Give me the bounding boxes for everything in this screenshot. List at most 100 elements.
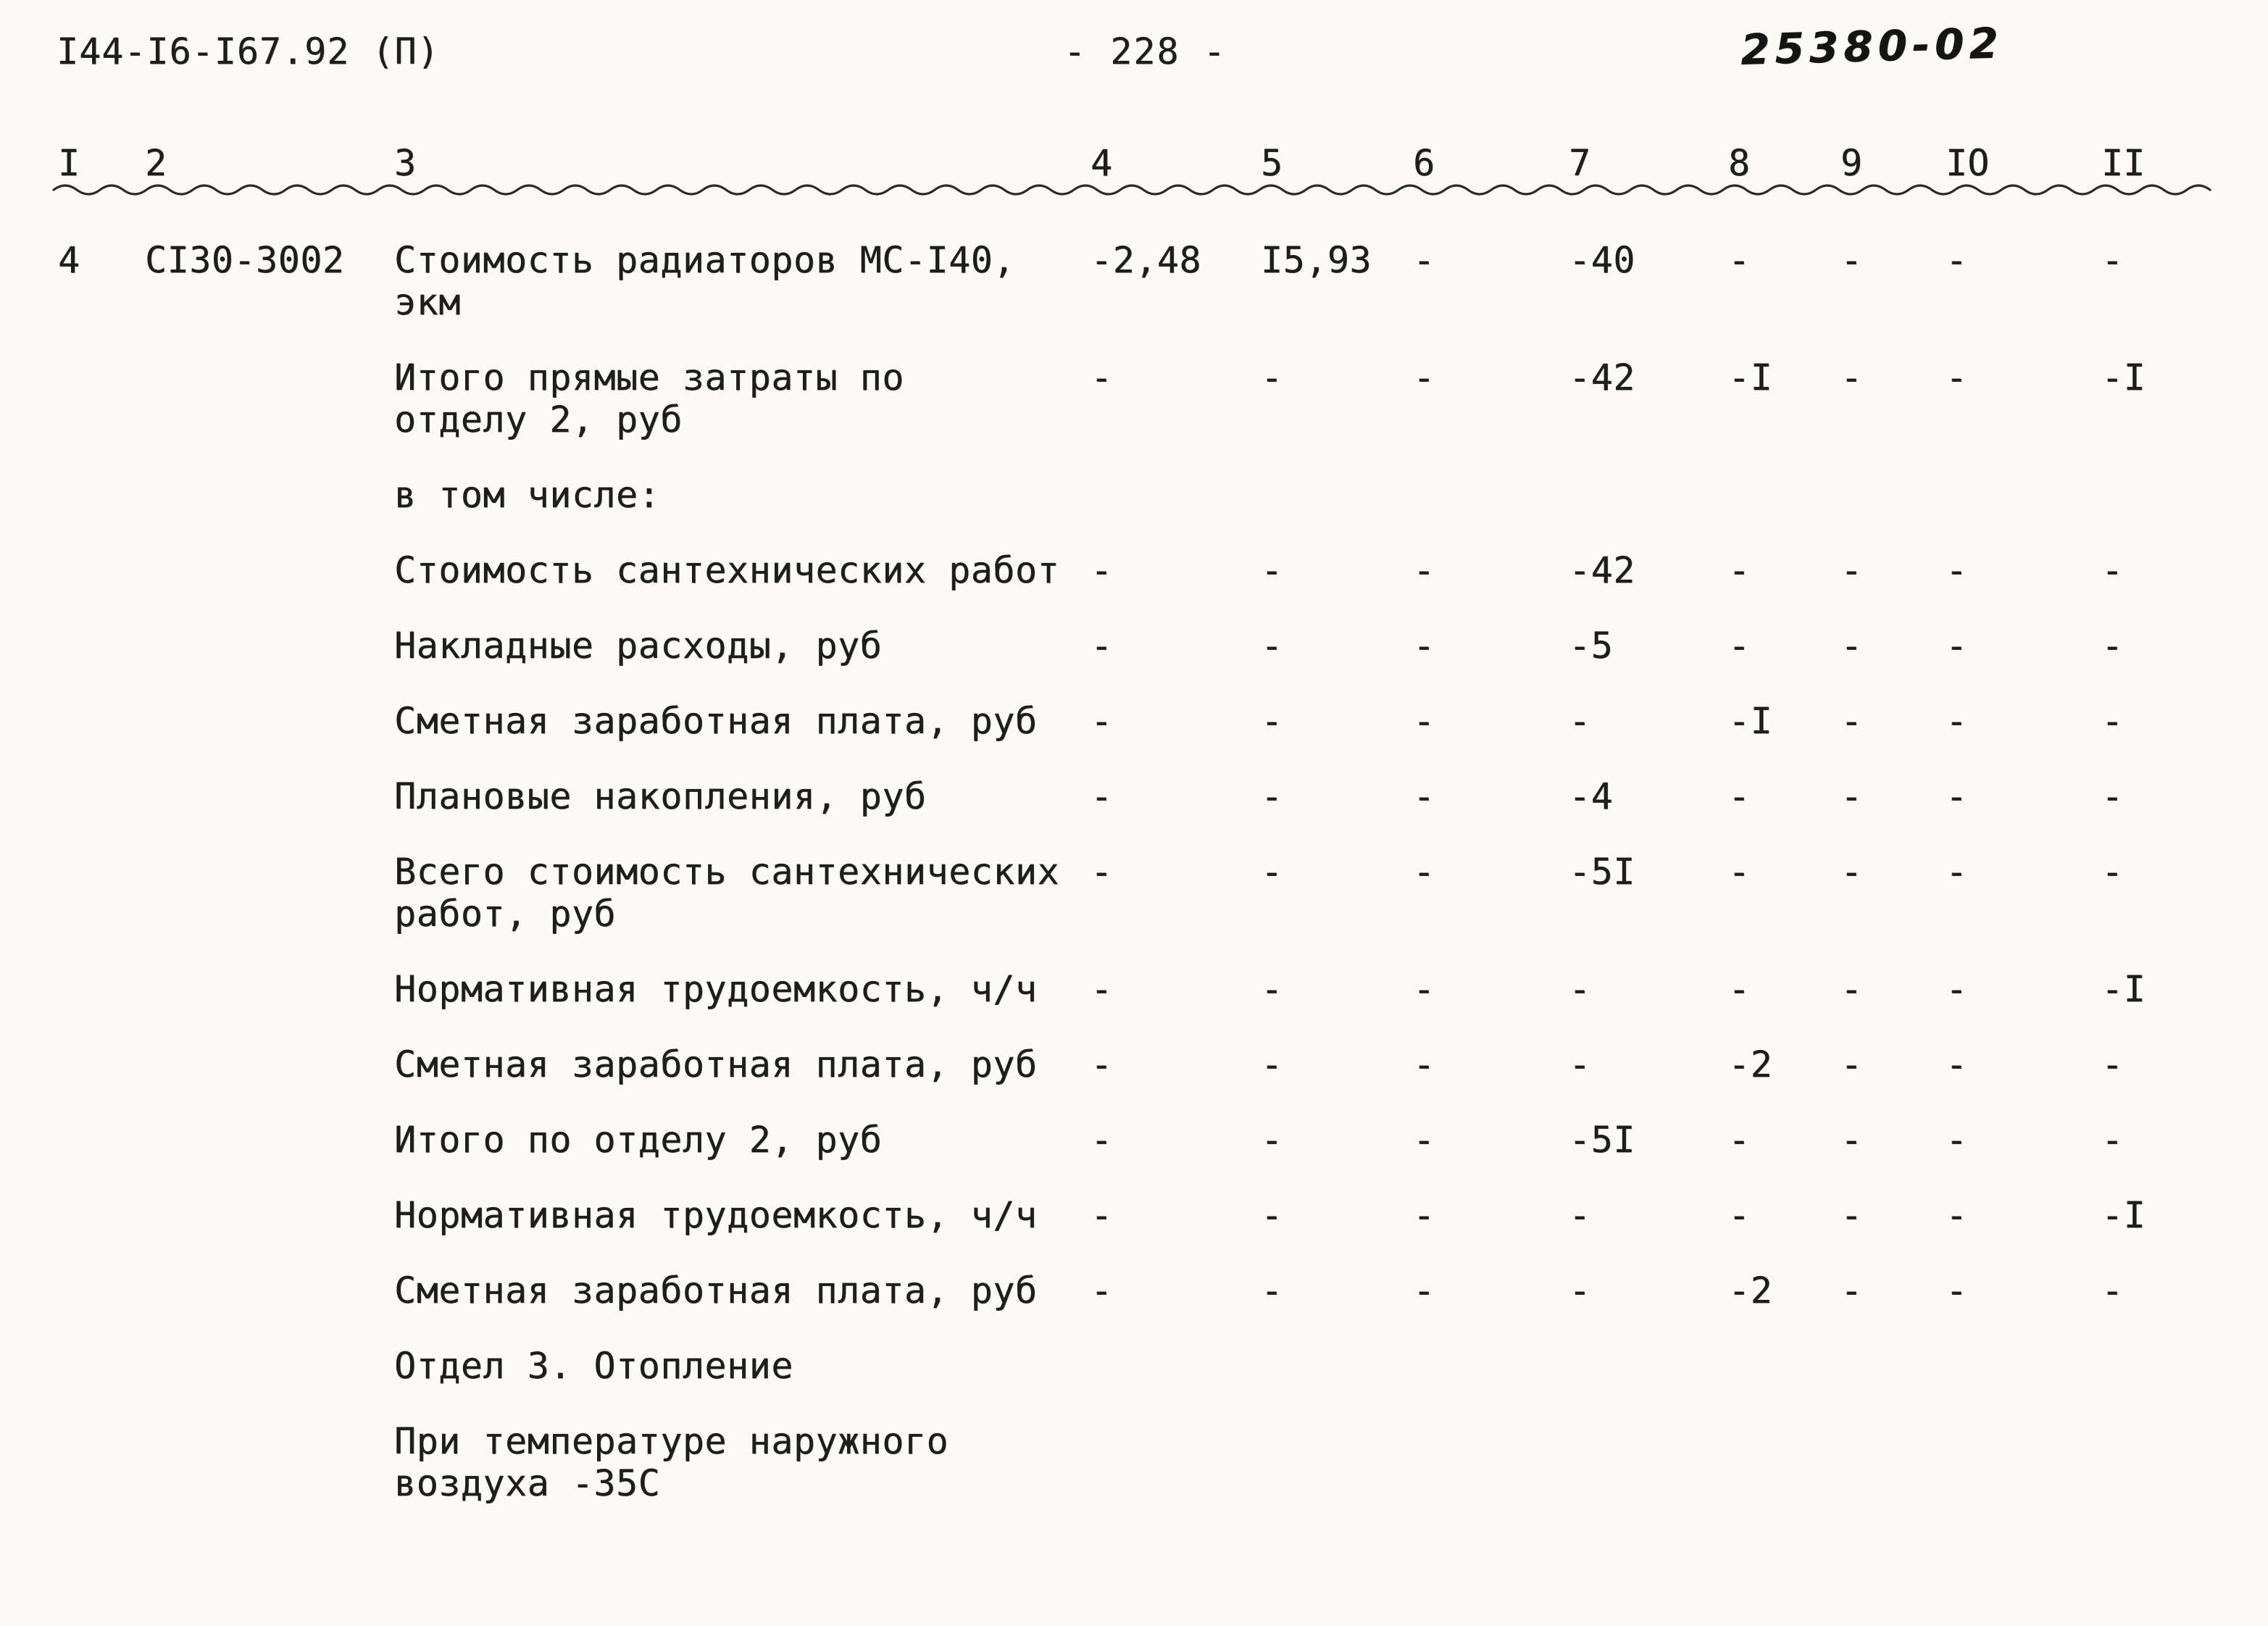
table-cell: -: [2101, 775, 2124, 817]
table-cell: -: [1413, 968, 1435, 1010]
table-cell: [2101, 1420, 2254, 1538]
table-cell: -: [1261, 968, 1283, 1010]
column-header-4: 4: [1091, 142, 1113, 184]
table-cell: -: [1261, 625, 1283, 667]
table-cell: [145, 1119, 394, 1194]
handwritten-stamp: 25380-02: [1740, 18, 2004, 75]
table-cell: [1946, 1345, 2101, 1420]
table-cell: -: [1946, 775, 1968, 817]
table-cell: СI30-3002: [145, 239, 345, 281]
table-cell: Сметная заработная плата, руб: [394, 1269, 1038, 1312]
table-cell: Отдел 3. Отопление: [394, 1345, 793, 1387]
table-cell: -: [1569, 1194, 1591, 1236]
table-row: Стоимость сантехнических работ - - - -42- - - -: [58, 549, 2254, 625]
table-cell: [145, 474, 394, 549]
table-cell: [1840, 1420, 1946, 1538]
table-cell: -: [2101, 1269, 2124, 1312]
table-cell: -2: [1728, 1043, 1773, 1085]
table-cell: -: [1091, 1043, 1113, 1085]
table-row: Накладные расходы, руб - - - -5 - - - -: [58, 625, 2254, 700]
column-header-2: 2: [145, 142, 167, 184]
table-cell: [1569, 474, 1728, 549]
table-row: Отдел 3. Отопление: [58, 1345, 2254, 1420]
table-cell: -: [1569, 700, 1591, 742]
table-cell: [145, 775, 394, 851]
table-cell: [1728, 1420, 1840, 1538]
table-cell: -I: [2101, 1194, 2146, 1236]
table-cell: [1413, 1420, 1569, 1538]
table-cell: -: [1413, 700, 1435, 742]
table-cell: [145, 851, 394, 968]
table-cell: -: [1569, 1269, 1591, 1312]
table-cell: [145, 625, 394, 700]
table-cell: -: [1946, 1269, 1968, 1312]
table-row: Плановые накопления, руб - - - -4 - - - -: [58, 775, 2254, 851]
table-row: Сметная заработная плата, руб - - - - -2 - - -: [58, 1043, 2254, 1119]
table-cell: -: [2101, 1043, 2124, 1085]
table-cell: -: [1091, 549, 1113, 591]
column-header-7: 7: [1569, 142, 1591, 184]
table-cell: [145, 1345, 394, 1420]
table-cell: -: [1413, 1269, 1435, 1312]
table-cell: [58, 775, 145, 851]
table-cell: [145, 1194, 394, 1269]
table-row: Сметная заработная плата, руб - - - - -2 - - -: [58, 1269, 2254, 1345]
table-cell: -: [1261, 851, 1283, 893]
table-cell: -2: [1728, 1269, 1773, 1312]
table-cell: -: [1091, 775, 1113, 817]
table-cell: -: [1261, 700, 1283, 742]
table-cell: 4: [58, 239, 80, 281]
table-cell: Нормативная трудоемкость, ч/ч: [394, 1194, 1038, 1236]
table-cell: -: [2101, 1119, 2124, 1161]
table-cell: [1261, 474, 1413, 549]
table-cell: -: [1840, 1119, 1863, 1161]
table-cell: -: [1569, 968, 1591, 1010]
table-cell: -: [1728, 775, 1751, 817]
table-cell: [2101, 1345, 2254, 1420]
table-cell: [58, 357, 145, 474]
column-header-6: 6: [1413, 142, 1435, 184]
table-cell: -: [1569, 1043, 1591, 1085]
table-cell: -: [1261, 1269, 1283, 1312]
table-cell: [1261, 1420, 1413, 1538]
table-cell: [145, 968, 394, 1043]
column-header-8: 8: [1728, 142, 1751, 184]
table-cell: [1261, 1345, 1413, 1420]
table-cell: [145, 1269, 394, 1345]
table-cell: -5: [1569, 625, 1614, 667]
table-header: I 2 3 4 5 6 7 8 9 IO II: [58, 142, 2254, 239]
table-cell: [145, 549, 394, 625]
table-cell: -: [1413, 549, 1435, 591]
table-row: Нормативная трудоемкость, ч/ч - - - - - - - -I: [58, 968, 2254, 1043]
table-cell: [1091, 1345, 1261, 1420]
table-cell: -: [1728, 239, 1751, 281]
table-cell: Нормативная трудоемкость, ч/ч: [394, 968, 1038, 1010]
table-cell: -: [1091, 700, 1113, 742]
table-cell: -: [1413, 851, 1435, 893]
table-cell: -4: [1569, 775, 1614, 817]
table-cell: -: [1728, 968, 1751, 1010]
table-body: 4 СI30-3002 Стоимость радиаторов МС-I40, э…: [58, 239, 2254, 1538]
table-cell: [1413, 474, 1569, 549]
wavy-rule: [52, 184, 2211, 196]
table-cell: -I: [1728, 357, 1773, 399]
table-cell: [145, 357, 394, 474]
column-header-3: 3: [394, 142, 417, 184]
table-cell: [58, 1043, 145, 1119]
table-cell: -: [1091, 968, 1113, 1010]
table-cell: -: [1946, 357, 1968, 399]
table-cell: -: [2101, 625, 2124, 667]
table-cell: [145, 1043, 394, 1119]
table-cell: -42: [1569, 357, 1635, 399]
table-cell: [145, 700, 394, 775]
table-cell: [1946, 474, 2101, 549]
table-cell: Накладные расходы, руб: [394, 625, 883, 667]
table-cell: Итого по отделу 2, руб: [394, 1119, 883, 1161]
table-cell: -: [1840, 851, 1863, 893]
table-cell: -: [1091, 1194, 1113, 1236]
table-cell: [1840, 1345, 1946, 1420]
estimate-table: I 2 3 4 5 6 7 8 9 IO II 4 СI30-3002 Стоимо…: [58, 142, 2254, 1538]
column-header-9: 9: [1840, 142, 1863, 184]
table-cell: -: [1728, 625, 1751, 667]
